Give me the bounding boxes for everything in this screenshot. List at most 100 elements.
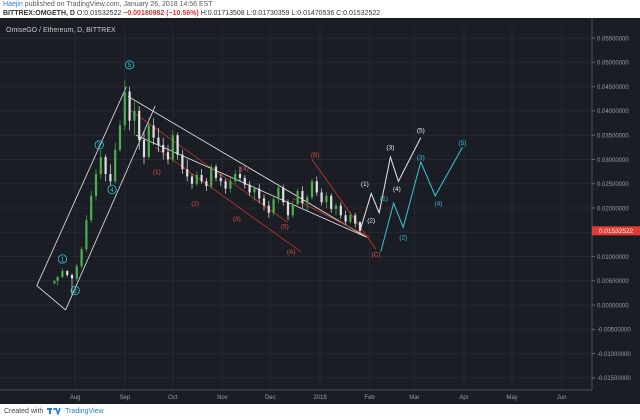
- candle-body: [243, 177, 246, 185]
- chart-area[interactable]: OmiseGO / Ethereum, D, BITTREX 1 2 3 4 5 (1) (…: [0, 18, 640, 404]
- x-tick-label: Jun: [557, 395, 567, 401]
- candle-body: [133, 110, 136, 121]
- wave-label-red-B: (B): [311, 152, 320, 159]
- hlc-values: H:0.01713508 L:0.01730359 L:0.01470536 C…: [200, 10, 381, 17]
- wave-label-red-2: (2): [191, 200, 199, 207]
- candle-body: [142, 140, 146, 158]
- candle-body: [61, 271, 64, 277]
- wave-label-3: 3: [98, 143, 102, 149]
- projection-cyan-3: (3): [417, 154, 425, 161]
- candle-body: [334, 205, 338, 209]
- x-tick-label: May: [506, 395, 517, 401]
- candle-body: [152, 125, 155, 138]
- candle-body: [234, 174, 237, 182]
- publisher-line: Haejin published on TradingView.com, Jan…: [3, 0, 640, 9]
- price-chart[interactable]: OmiseGO / Ethereum, D, BITTREX 1 2 3 4 5 (1) (…: [0, 18, 640, 404]
- candle-body: [282, 187, 285, 203]
- y-tick-label: 0.04500000: [597, 85, 629, 91]
- red-channel-upper: [130, 110, 289, 223]
- candle-body: [286, 202, 290, 216]
- candle-body: [104, 157, 107, 175]
- y-tick-label: -0.01000000: [597, 352, 631, 358]
- published-text: published on TradingView.com, January 26…: [22, 1, 213, 8]
- candle-body: [229, 181, 232, 189]
- candle-body: [344, 215, 347, 222]
- wave-label-1: 1: [61, 257, 65, 263]
- candle-body: [296, 191, 299, 205]
- elliott-wave-drawings: [36, 86, 463, 311]
- candle-body: [53, 280, 56, 284]
- candle-body: [171, 135, 174, 160]
- candle-body: [267, 205, 270, 213]
- red-channel-lower: [154, 147, 302, 253]
- wave-label-2: 2: [74, 289, 78, 295]
- candle-body: [162, 144, 165, 153]
- y-tick-label: 0.05000000: [597, 61, 629, 67]
- footer: Created with TradingView: [0, 404, 640, 420]
- candle-body: [358, 222, 362, 231]
- candle-body: [195, 174, 198, 184]
- candle-body: [70, 274, 74, 279]
- candle-body: [291, 204, 294, 216]
- red-abc-upper: [311, 159, 377, 250]
- wave-label-4-circle: [107, 184, 117, 195]
- y-tick-label: 0.03000000: [597, 158, 629, 164]
- wave-label-2-circle: [70, 285, 80, 296]
- x-tick-label: 2018: [313, 395, 327, 401]
- wave-labels: 1 2 3 4 5 (1) (2) (3) (4) (5) (A) (B) (C) (1) (2) (3) (4…: [57, 60, 466, 296]
- candle-body: [147, 125, 150, 158]
- x-tick-label: Aug: [70, 395, 81, 401]
- projection-white-3: (3): [386, 145, 394, 152]
- open-value: O:0.01532522: [76, 10, 122, 17]
- y-tick-label: 0.01000000: [597, 255, 629, 261]
- impulse-channel-upper: [36, 86, 127, 286]
- correction-wedge-lower: [135, 134, 367, 238]
- projection-white-2: (2): [367, 217, 375, 224]
- y-tick-label: 0.02000000: [597, 206, 629, 212]
- candle-body: [157, 137, 160, 145]
- candle-body: [354, 215, 357, 224]
- candle-body: [66, 271, 69, 275]
- candle-body: [306, 197, 309, 204]
- candle-body: [166, 152, 170, 160]
- candle-body: [190, 176, 194, 184]
- price-axis: 0.05500000 0.05000000 0.04500000 0.04000000…: [591, 18, 631, 390]
- candle-body: [224, 181, 227, 189]
- correction-wedge-upper: [127, 96, 367, 238]
- wave-label-5: 5: [128, 63, 132, 69]
- svg-text:0.01532522: 0.01532522: [599, 228, 634, 235]
- candle-body: [205, 181, 208, 187]
- candlestick-series: [53, 79, 362, 296]
- x-tick-label: Oct: [168, 395, 178, 401]
- impulse-channel-cap: [36, 285, 66, 311]
- candle-body: [258, 188, 261, 199]
- candle-body: [325, 195, 328, 203]
- tradingview-logo-icon: [47, 407, 62, 416]
- author-link[interactable]: Haejin: [3, 1, 23, 8]
- wave-label-5-circle: [125, 60, 135, 70]
- candle-body: [181, 154, 184, 170]
- wave-label-red-3: (3): [233, 216, 241, 223]
- tradingview-brand[interactable]: TradingView: [65, 408, 104, 415]
- candle-body: [94, 174, 98, 196]
- candle-body: [262, 198, 266, 206]
- x-tick-label: Feb: [364, 395, 375, 401]
- wave-label-red-C: (C): [371, 251, 380, 258]
- candle-body: [114, 149, 117, 182]
- wave-label-1-circle: [57, 254, 68, 264]
- candle-body: [277, 187, 280, 200]
- publication-header: Haejin published on TradingView.com, Jan…: [0, 0, 640, 18]
- chart-grid: [0, 26, 592, 390]
- white-wave-projection: [359, 137, 422, 231]
- candle-body: [75, 266, 78, 279]
- wave-label-red-1: (1): [153, 169, 161, 176]
- candle-body: [99, 157, 102, 175]
- wave-label-4: 4: [110, 188, 114, 194]
- candle-body: [109, 174, 112, 182]
- x-tick-label: Dec: [265, 395, 276, 401]
- candle-body: [123, 91, 126, 126]
- candle-body: [176, 135, 179, 155]
- candle-body: [85, 220, 88, 250]
- candle-body: [186, 169, 189, 177]
- y-tick-label: 0.04000000: [597, 109, 629, 115]
